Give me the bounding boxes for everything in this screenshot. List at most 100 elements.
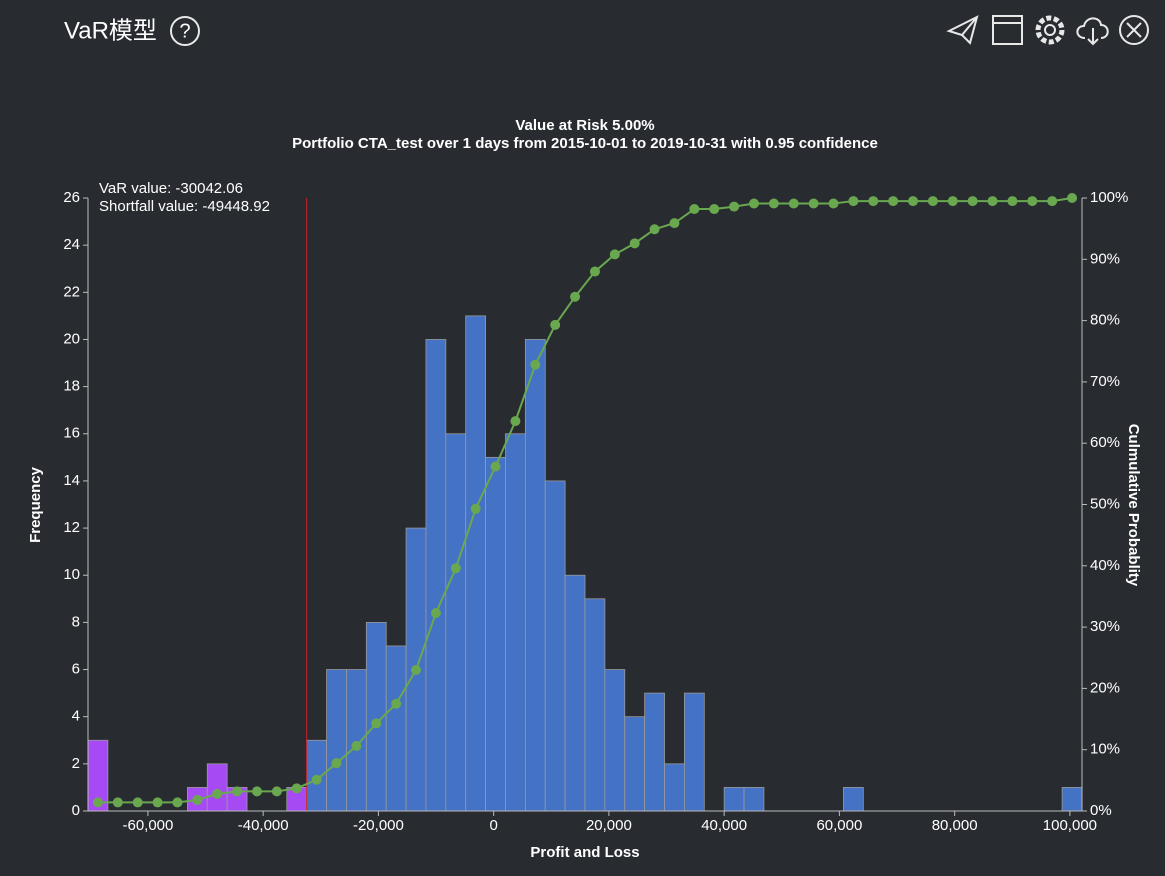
cumulative-point	[1027, 196, 1038, 207]
cumulative-point	[987, 196, 998, 207]
bar	[465, 315, 487, 812]
cumulative-point	[768, 198, 779, 209]
y-tick-label: 18	[63, 378, 80, 395]
cumulative-point	[132, 797, 143, 808]
cumulative-point	[629, 238, 640, 249]
cumulative-point	[331, 758, 342, 769]
x-axis-label: Profit and Loss	[530, 844, 639, 861]
cumulative-point	[152, 797, 163, 808]
cumulative-point	[271, 786, 282, 797]
x-tick-label: -40,000	[238, 817, 289, 834]
bar	[326, 669, 347, 812]
cumulative-point	[411, 665, 422, 676]
y2-tick-label: 70%	[1090, 373, 1120, 390]
cumulative-point	[649, 224, 660, 235]
y2-tick-label: 0%	[1090, 802, 1112, 819]
y2-tick-label: 40%	[1090, 557, 1120, 574]
cumulative-point	[808, 198, 819, 209]
y-tick-label: 16	[63, 425, 80, 442]
y-tick-label: 14	[63, 472, 80, 489]
cumulative-point	[709, 204, 720, 215]
help-text[interactable]: ?	[179, 20, 190, 42]
y-tick-label: 20	[63, 330, 80, 347]
y2-tick-label: 60%	[1090, 434, 1120, 451]
send-button[interactable]	[946, 15, 979, 45]
y2-tick-label: 90%	[1090, 250, 1120, 267]
download-button[interactable]	[1076, 17, 1109, 46]
cumulative-point	[947, 196, 958, 207]
cumulative-point	[450, 563, 461, 574]
bar	[505, 433, 526, 812]
cumulative-point	[1007, 196, 1018, 207]
bar	[664, 763, 685, 812]
cumulative-point	[669, 218, 680, 229]
cumulative-point	[609, 249, 620, 260]
cumulative-point	[848, 196, 859, 207]
cumulative-point	[92, 797, 103, 808]
annotation: Shortfall value: -49448.92	[99, 198, 270, 215]
y2-tick-label: 10%	[1090, 741, 1120, 758]
gear-center[interactable]	[1044, 24, 1056, 36]
cumulative-point	[748, 198, 759, 209]
cumulative-point	[510, 416, 521, 427]
y2-tick-label: 20%	[1090, 679, 1120, 696]
cumulative-point	[927, 196, 938, 207]
y-tick-label: 4	[72, 708, 80, 725]
bar	[445, 433, 467, 812]
settings-button[interactable]	[1035, 15, 1065, 45]
close-cross[interactable]	[1126, 22, 1142, 38]
cumulative-point	[430, 608, 441, 619]
cumulative-point	[908, 196, 919, 207]
close-button[interactable]	[1119, 15, 1149, 45]
x-tick-label: 60,000	[816, 817, 862, 834]
y-tick-label: 2	[72, 755, 80, 772]
bar	[1061, 787, 1083, 812]
y-tick-label: 12	[63, 519, 80, 536]
cumulative-point	[391, 698, 402, 709]
y-tick-label: 22	[63, 283, 80, 300]
cloud-icon[interactable]	[1076, 17, 1109, 46]
cumulative-point	[1047, 196, 1058, 207]
bar	[584, 598, 606, 812]
cumulative-point	[112, 797, 123, 808]
page-title: VaR模型	[64, 17, 157, 44]
y-tick-label: 0	[72, 802, 80, 819]
cumulative-point	[192, 794, 203, 805]
bar	[743, 787, 765, 812]
y2-tick-label: 50%	[1090, 495, 1120, 512]
annotation: VaR value: -30042.06	[99, 180, 243, 197]
window-button[interactable]	[992, 15, 1023, 45]
close-icon[interactable]	[1119, 15, 1149, 45]
x-tick-label: 40,000	[701, 817, 747, 834]
cumulative-point	[967, 196, 978, 207]
bar	[524, 339, 546, 812]
send-icon[interactable]	[946, 15, 979, 45]
y-tick-label: 8	[72, 613, 80, 630]
y2-tick-label: 30%	[1090, 618, 1120, 635]
cumulative-point	[212, 788, 223, 799]
cumulative-point	[172, 797, 183, 808]
cumulative-point	[311, 774, 322, 785]
bar	[385, 645, 407, 812]
x-tick-label: -60,000	[122, 817, 173, 834]
bar	[564, 574, 586, 812]
window-icon[interactable]	[992, 15, 1023, 45]
x-tick-label: 20,000	[586, 817, 632, 834]
bar	[544, 480, 566, 812]
gear-icon[interactable]	[1035, 15, 1065, 45]
y-axis-label: Frequency	[27, 466, 44, 543]
y-tick-label: 10	[63, 566, 80, 583]
bar	[425, 339, 447, 812]
cumulative-point	[232, 786, 243, 797]
cumulative-point	[371, 718, 382, 729]
cumulative-point	[729, 201, 740, 212]
help-button[interactable]: ?	[170, 16, 200, 46]
y2-tick-label: 80%	[1090, 312, 1120, 329]
chart-title: Value at Risk 5.00%	[515, 117, 654, 134]
x-tick-label: -20,000	[353, 817, 404, 834]
cumulative-point	[788, 198, 799, 209]
x-tick-label: 100,000	[1043, 817, 1097, 834]
help-icon[interactable]	[170, 16, 200, 46]
